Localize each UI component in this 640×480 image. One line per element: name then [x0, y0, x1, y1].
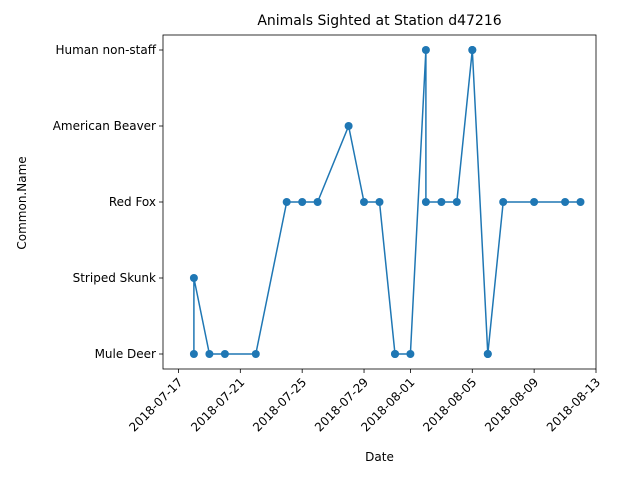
- data-point: [421, 46, 430, 54]
- y-tick-label: Mule Deer: [95, 347, 156, 361]
- data-point: [483, 350, 492, 358]
- chart-title: Animals Sighted at Station d47216: [257, 13, 501, 29]
- data-point: [220, 350, 229, 358]
- data-point: [576, 198, 585, 206]
- data-point: [298, 198, 307, 206]
- data-point: [530, 198, 539, 206]
- data-point: [344, 122, 353, 130]
- y-tick-label: Human non-staff: [55, 43, 156, 57]
- data-point: [360, 198, 368, 206]
- data-point: [468, 46, 477, 54]
- data-point: [406, 350, 415, 358]
- x-axis-title: Date: [365, 450, 394, 464]
- data-point: [499, 198, 508, 206]
- data-point: [452, 198, 461, 206]
- data-point: [437, 198, 446, 206]
- data-point: [421, 198, 430, 206]
- data-point: [189, 350, 198, 358]
- data-point: [391, 350, 399, 358]
- y-tick-label: Striped Skunk: [73, 271, 156, 285]
- data-point: [205, 350, 214, 358]
- y-axis-title: Common.Name: [15, 156, 29, 249]
- data-point: [313, 198, 322, 206]
- data-point: [561, 198, 570, 206]
- plot-area: [189, 46, 585, 358]
- data-point: [375, 198, 384, 206]
- data-point: [251, 350, 260, 358]
- data-point: [189, 274, 198, 282]
- y-tick-label: American Beaver: [53, 119, 156, 133]
- data-point: [282, 198, 291, 206]
- y-tick-label: Red Fox: [109, 195, 156, 209]
